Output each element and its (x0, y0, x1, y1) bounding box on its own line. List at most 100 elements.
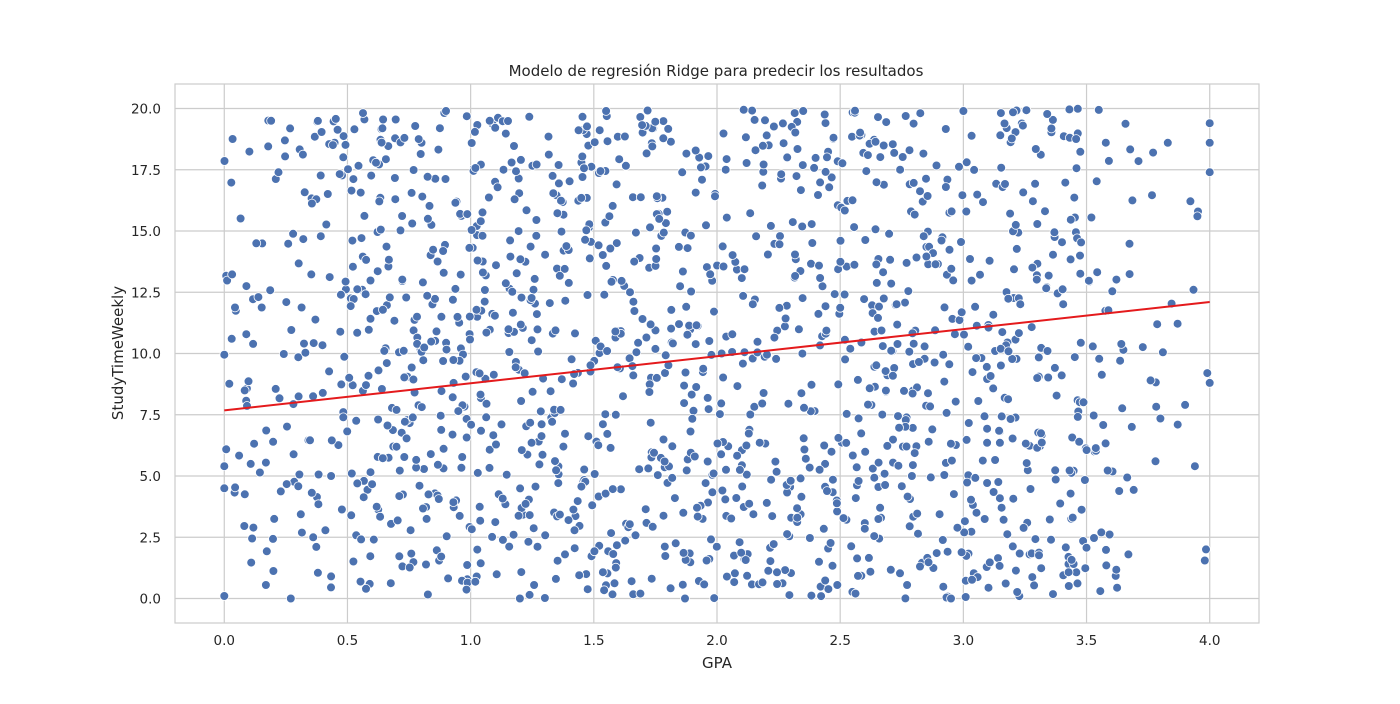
scatter-point (820, 459, 830, 469)
scatter-point (475, 389, 486, 400)
scatter-point (551, 574, 561, 584)
scatter-point (956, 547, 967, 558)
scatter-point (782, 529, 792, 539)
scatter-point (474, 501, 485, 512)
scatter-point (524, 112, 535, 122)
scatter-point (757, 398, 767, 409)
scatter-point (605, 443, 616, 453)
scatter-point (993, 553, 1003, 563)
scatter-point (532, 309, 542, 319)
scatter-point (226, 177, 237, 188)
scatter-point (481, 412, 492, 423)
scatter-point (1147, 190, 1157, 201)
scatter-point (496, 419, 507, 430)
scatter-point (967, 367, 978, 377)
scatter-point (771, 354, 781, 364)
scatter-point (1185, 196, 1196, 207)
scatter-point (431, 326, 442, 337)
scatter-point (461, 432, 472, 443)
scatter-point (577, 112, 588, 122)
scatter-point (1204, 167, 1215, 178)
scatter-point (570, 328, 580, 339)
scatter-point (540, 530, 550, 541)
scatter-point (768, 539, 779, 549)
scatter-point (348, 261, 358, 272)
scatter-point (827, 560, 838, 571)
y-tick-label: 10.0 (131, 347, 161, 363)
scatter-point (885, 564, 896, 575)
scatter-point (520, 499, 531, 509)
scatter-point (860, 446, 870, 457)
scatter-point (952, 522, 963, 533)
scatter-point (680, 367, 691, 378)
scatter-point (790, 249, 800, 260)
scatter-point (447, 392, 458, 403)
scatter-point (641, 332, 652, 343)
scatter-point (421, 514, 432, 524)
scatter-point (680, 593, 690, 604)
scatter-point (611, 238, 622, 248)
scatter-point (491, 569, 502, 580)
scatter-point (470, 163, 481, 173)
scatter-point (324, 366, 334, 377)
scatter-point (1074, 436, 1084, 447)
scatter-point (1067, 432, 1077, 443)
scatter-point (806, 590, 817, 601)
scatter-point (526, 293, 537, 303)
scatter-point (686, 286, 696, 297)
scatter-point (996, 108, 1006, 118)
scatter-point (268, 436, 278, 447)
scatter-point (438, 246, 448, 256)
scatter-point (822, 486, 832, 496)
scatter-point (763, 565, 774, 576)
scatter-point (745, 409, 756, 420)
scatter-point (513, 226, 524, 236)
scatter-point (614, 154, 624, 165)
scatter-point (256, 302, 267, 313)
scatter-point (606, 528, 616, 538)
x-axis-label: GPA (702, 654, 733, 672)
scatter-point (368, 534, 379, 545)
scatter-point (337, 504, 347, 515)
scatter-point (984, 557, 995, 568)
scatter-point (563, 278, 574, 288)
scatter-point (453, 406, 464, 416)
scatter-point (918, 231, 929, 242)
scatter-point (490, 123, 501, 133)
scatter-point (599, 585, 609, 595)
scatter-point (375, 224, 386, 235)
x-tick-label: 0.5 (337, 633, 358, 649)
scatter-point (595, 341, 606, 352)
scatter-point (1104, 529, 1115, 540)
x-tick-label: 2.5 (829, 633, 850, 649)
scatter-point (508, 529, 519, 540)
scatter-point (918, 148, 929, 159)
scatter-point (371, 501, 382, 512)
scatter-point (956, 307, 967, 318)
scatter-point (310, 314, 321, 325)
scatter-point (658, 116, 669, 126)
x-tick-label: 1.0 (460, 633, 481, 649)
scatter-point (867, 463, 878, 474)
scatter-point (814, 556, 824, 567)
scatter-point (1201, 544, 1211, 555)
scatter-point (666, 323, 676, 334)
scatter-point (1204, 378, 1215, 388)
scatter-point (239, 385, 250, 396)
scatter-point (691, 320, 702, 331)
scatter-point (422, 172, 433, 182)
scatter-point (667, 473, 677, 483)
scatter-point (727, 250, 738, 260)
scatter-point (244, 146, 255, 157)
scatter-point (226, 333, 237, 344)
scatter-point (826, 172, 837, 183)
scatter-point (659, 456, 670, 467)
scatter-point (1120, 119, 1131, 129)
scatter-point (1032, 373, 1042, 383)
scatter-point (1155, 413, 1166, 424)
scatter-point (253, 292, 264, 302)
scatter-point (621, 161, 631, 171)
scatter-point (741, 158, 752, 168)
scatter-point (687, 413, 698, 424)
scatter-point (708, 468, 719, 479)
